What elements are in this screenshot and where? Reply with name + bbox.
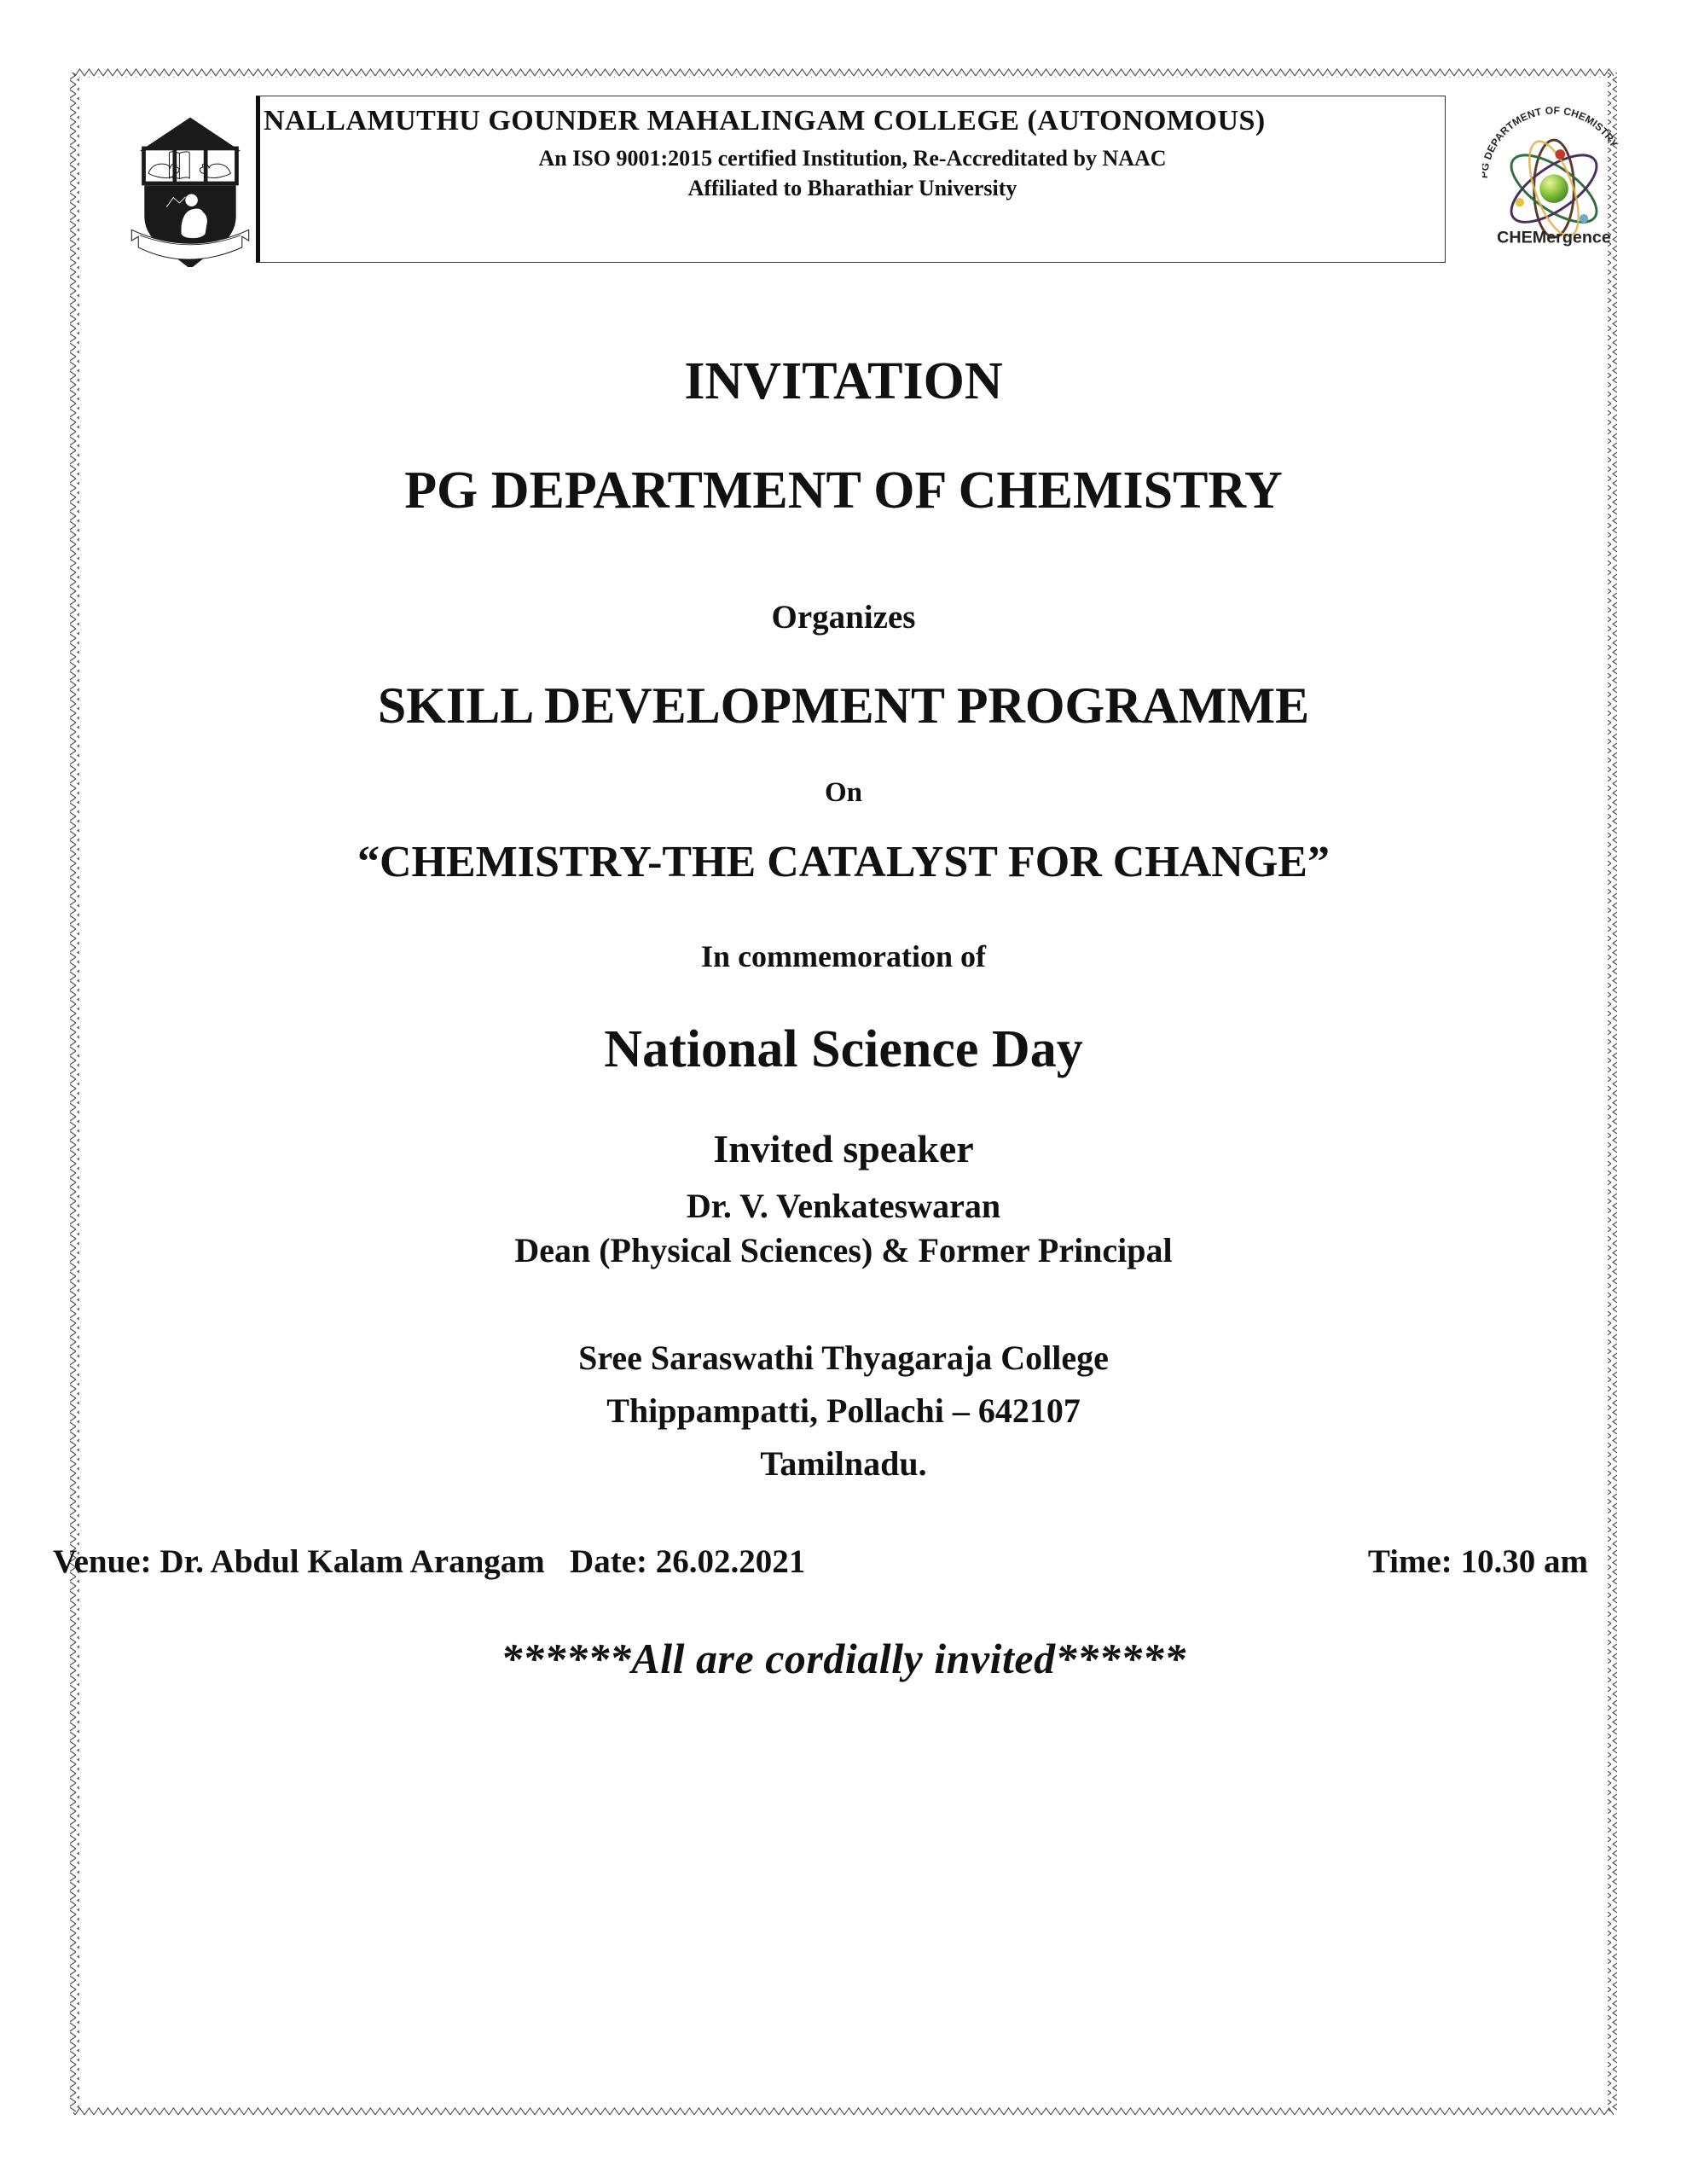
svg-text:CHEMergence: CHEMergence bbox=[1497, 229, 1611, 247]
